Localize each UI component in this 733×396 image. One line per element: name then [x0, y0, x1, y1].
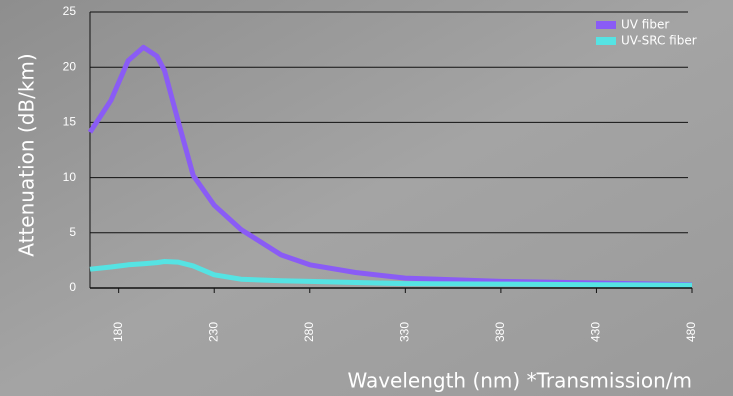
x-tick-label: 230 — [206, 322, 220, 342]
y-axis-title: Attenuation (dB/km) — [15, 53, 39, 256]
y-tick-label: 0 — [69, 280, 76, 294]
legend-label: UV fiber — [621, 18, 669, 32]
x-tick-label: 180 — [111, 322, 125, 342]
x-tick-label: 430 — [589, 322, 603, 342]
y-tick-label: 20 — [63, 59, 77, 73]
chart: Attenuation (dB/km) Wavelength (nm) *Tra… — [0, 0, 733, 396]
y-tick-label: 5 — [69, 225, 76, 239]
y-tick-label: 25 — [63, 4, 77, 18]
x-tick-label: 480 — [684, 322, 698, 342]
legend-swatch — [596, 37, 616, 45]
y-tick-label: 15 — [63, 115, 77, 129]
x-tick-label: 280 — [302, 322, 316, 342]
legend-label: UV-SRC fiber — [621, 34, 697, 48]
y-tick-label: 10 — [63, 170, 77, 184]
x-axis-title: Wavelength (nm) *Transmission/m — [347, 369, 692, 393]
x-tick-label: 330 — [398, 322, 412, 342]
legend-swatch — [596, 21, 616, 29]
x-tick-label: 380 — [493, 322, 507, 342]
